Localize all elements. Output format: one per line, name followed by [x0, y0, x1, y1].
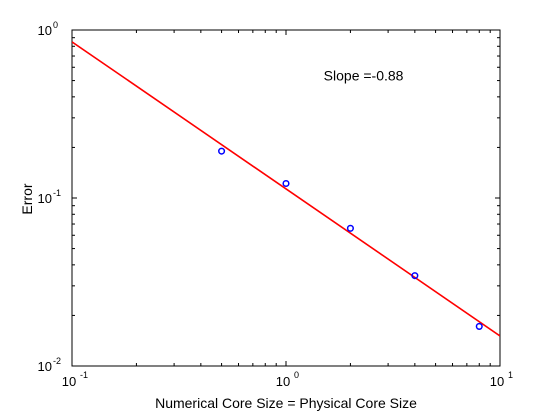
- data-point: [346, 224, 354, 232]
- slope-annotation: Slope =-0.88: [324, 68, 404, 84]
- x-tick-exponent: -1: [80, 370, 88, 380]
- data-point: [218, 147, 226, 155]
- y-tick-label: 10: [38, 23, 52, 38]
- y-tick-label: 10: [38, 191, 52, 206]
- data-point: [475, 322, 483, 330]
- x-tick-exponent: 1: [508, 370, 513, 380]
- y-tick-label: 10: [38, 359, 52, 374]
- y-tick-exponent: -2: [53, 356, 61, 366]
- axes-frame: [71, 29, 501, 367]
- data-point: [411, 272, 419, 280]
- x-tick-label: 10: [62, 374, 76, 389]
- x-tick-label: 10: [490, 374, 504, 389]
- y-tick-exponent: 0: [53, 20, 58, 30]
- y-tick-exponent: -1: [53, 188, 61, 198]
- x-axis-label: Numerical Core Size = Physical Core Size: [155, 395, 417, 411]
- fit-line: [72, 41, 500, 337]
- x-tick-exponent: 0: [294, 370, 299, 380]
- x-tick-label: 10: [276, 374, 290, 389]
- data-point: [282, 179, 290, 188]
- y-axis-label: Error: [19, 183, 35, 214]
